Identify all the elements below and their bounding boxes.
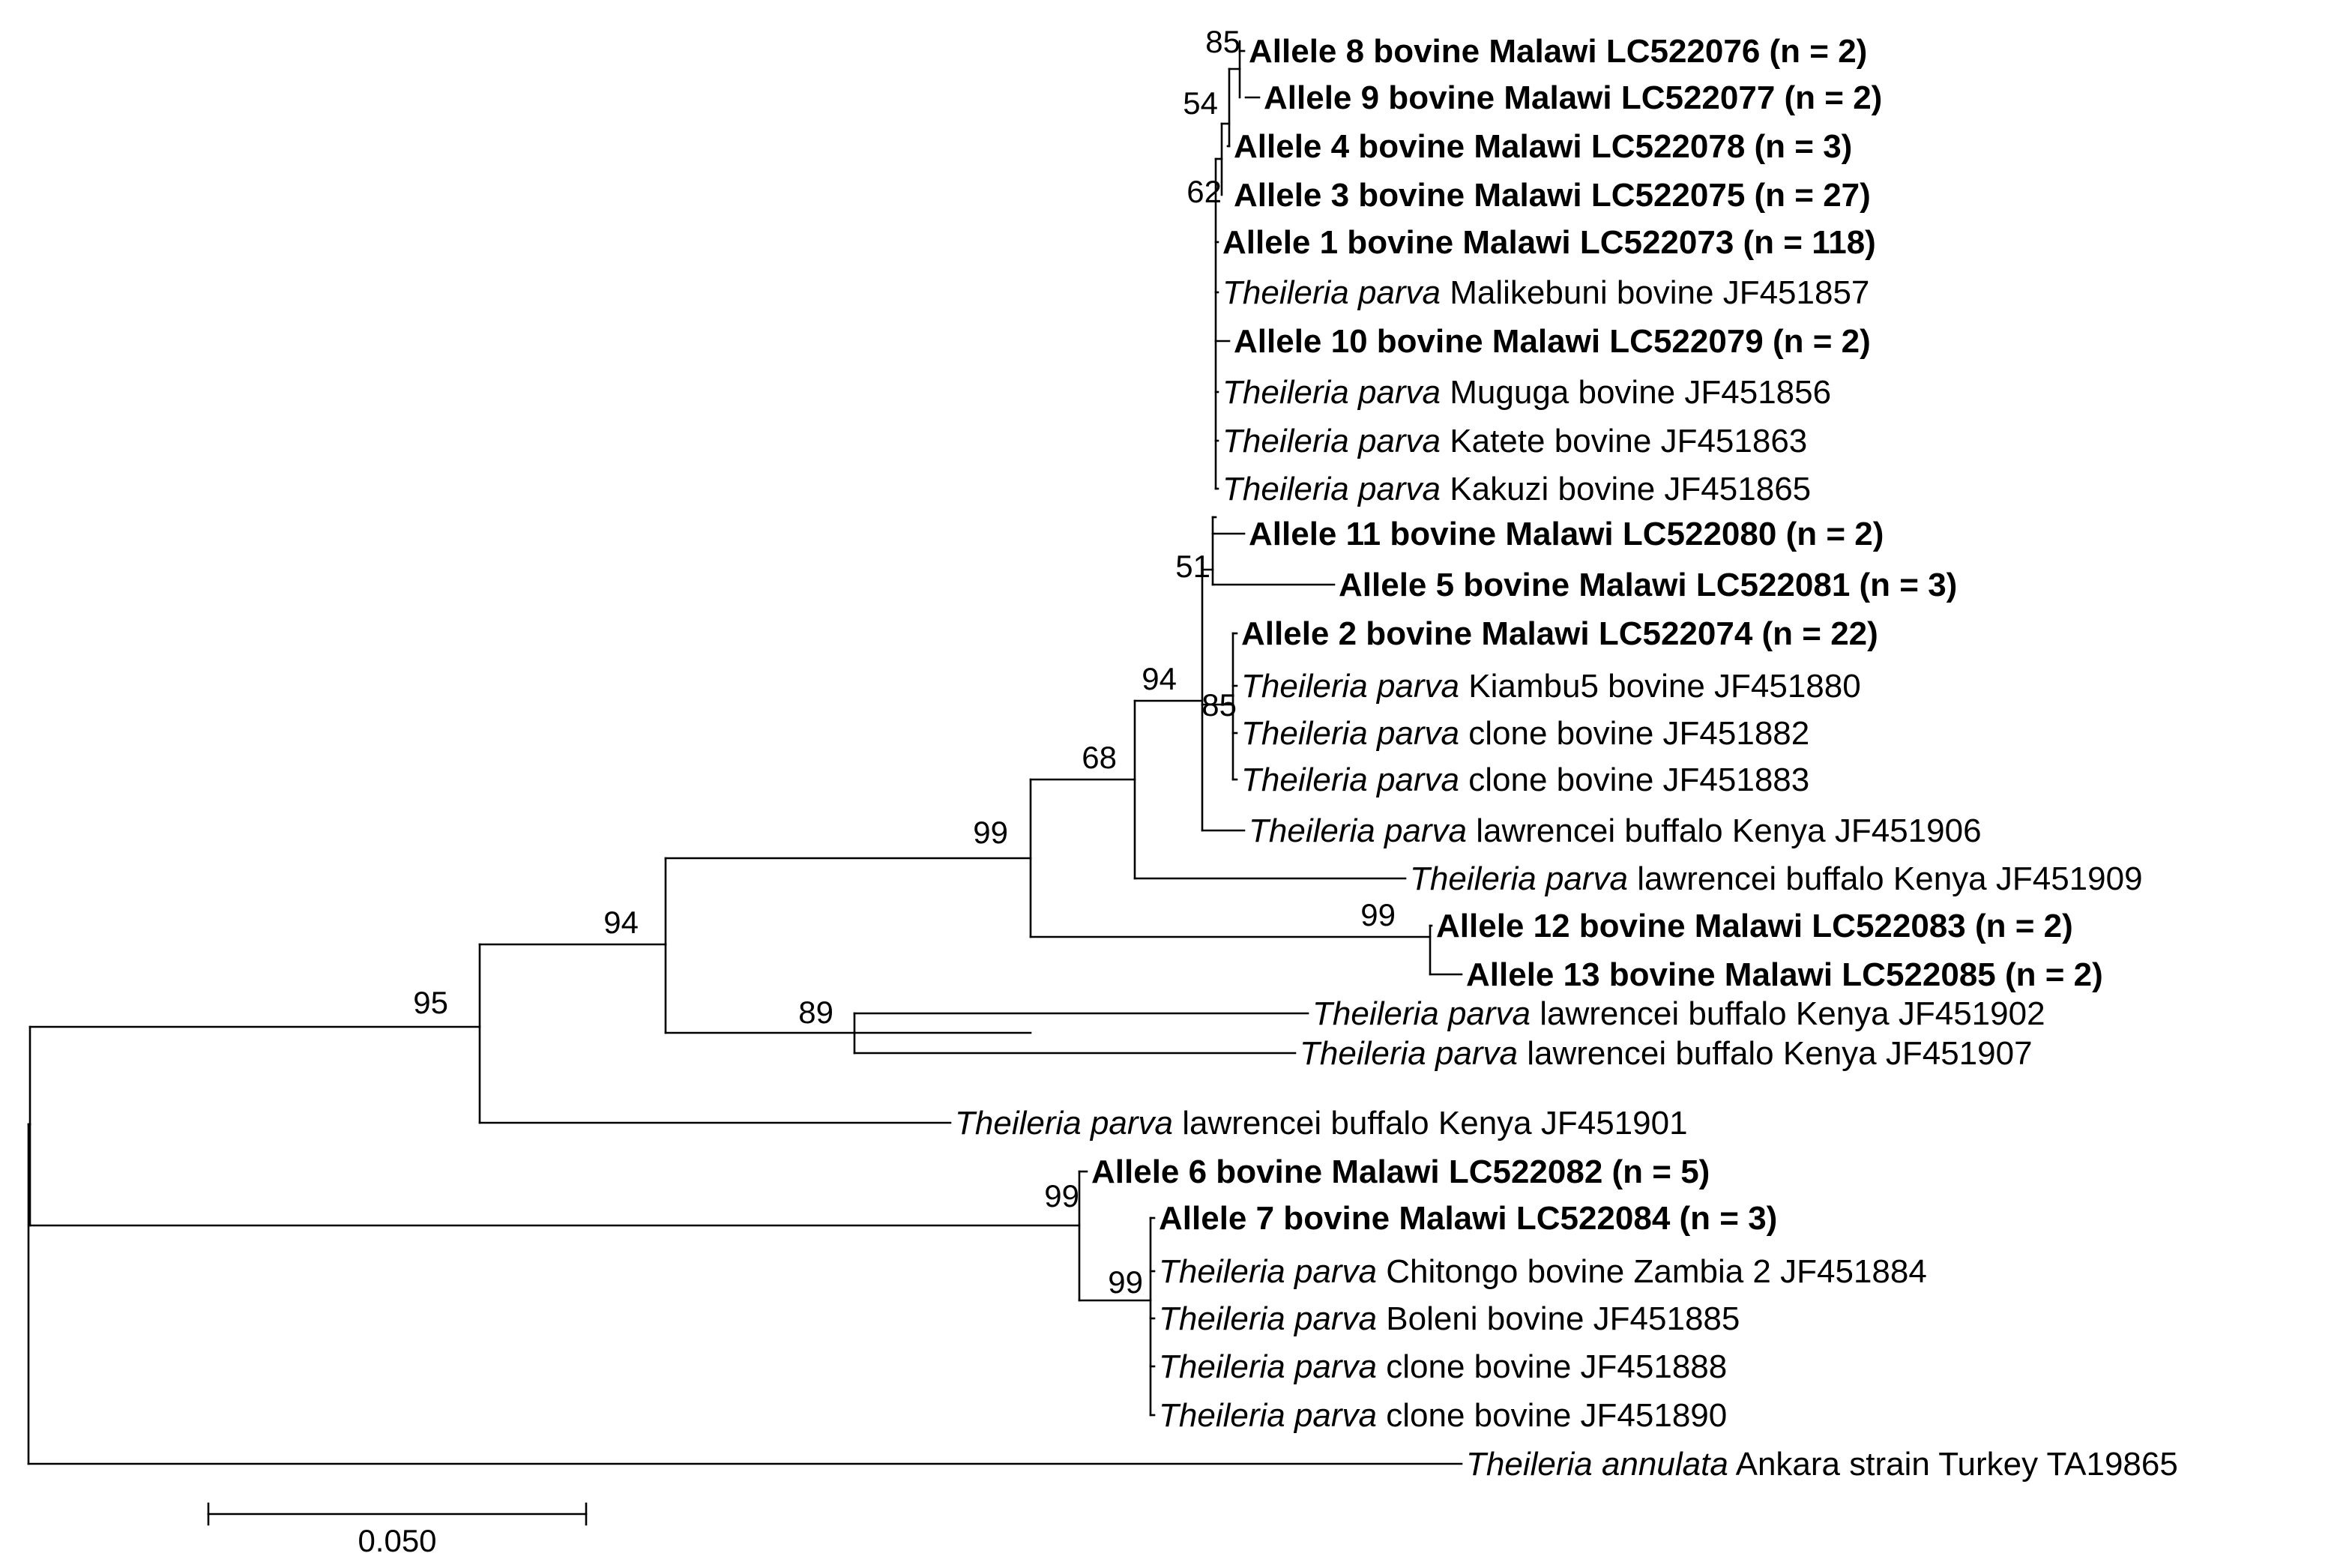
leaf-label-allele13: Allele 13 bovine Malawi LC522085 (n = 2) bbox=[1466, 956, 2103, 993]
leaf-species: Theileria parva bbox=[1241, 762, 1459, 798]
leaf-species: Theileria parva bbox=[1222, 274, 1441, 311]
leaf-species: Theileria parva bbox=[1312, 995, 1531, 1032]
bootstrap-n85b: 85 bbox=[1201, 687, 1237, 723]
leaf-strain: Katete bovine JF451863 bbox=[1441, 423, 1807, 459]
leaf-label-clone1888: Theileria parva clone bovine JF451888 bbox=[1159, 1348, 1727, 1385]
bootstrap-n85a: 85 bbox=[1205, 24, 1240, 59]
leaf-label-allele2: Allele 2 bovine Malawi LC522074 (n = 22) bbox=[1241, 615, 1878, 652]
bootstrap-n94a: 94 bbox=[1142, 661, 1177, 696]
leaf-label-kiambu5: Theileria parva Kiambu5 bovine JF451880 bbox=[1241, 668, 1861, 705]
leaf-strain: Malikebuni bovine JF451857 bbox=[1441, 274, 1869, 311]
leaf-strain: lawrencei buffalo Kenya JF451909 bbox=[1628, 860, 2143, 897]
bootstrap-n54: 54 bbox=[1183, 85, 1218, 121]
leaf-label-allele10: Allele 10 bovine Malawi LC522079 (n = 2) bbox=[1234, 323, 1871, 360]
scale-bar-label: 0.050 bbox=[358, 1523, 436, 1558]
leaf-label-law1909: Theileria parva lawrencei buffalo Kenya … bbox=[1410, 860, 2143, 897]
leaf-species: Theileria parva bbox=[1159, 1348, 1377, 1385]
leaf-label-malikebuni: Theileria parva Malikebuni bovine JF4518… bbox=[1222, 274, 1869, 311]
leaf-strain: Ankara strain Turkey TA19865 bbox=[1728, 1446, 2178, 1483]
leaf-label-clone1883: Theileria parva clone bovine JF451883 bbox=[1241, 762, 1809, 798]
bootstrap-n68: 68 bbox=[1082, 740, 1117, 775]
leaf-strain: clone bovine JF451882 bbox=[1459, 715, 1809, 752]
leaf-strain: lawrencei buffalo Kenya JF451906 bbox=[1467, 812, 1982, 849]
leaf-species: Theileria parva bbox=[1159, 1397, 1377, 1434]
leaf-species: Theileria parva bbox=[1300, 1035, 1518, 1072]
leaf-species: Theileria annulata bbox=[1466, 1446, 1728, 1483]
leaf-label-law1907: Theileria parva lawrencei buffalo Kenya … bbox=[1300, 1035, 2033, 1072]
leaf-strain: clone bovine JF451883 bbox=[1459, 762, 1809, 798]
leaf-strain: Muguga bovine JF451856 bbox=[1441, 374, 1831, 411]
leaf-strain: lawrencei buffalo Kenya JF451902 bbox=[1531, 995, 2045, 1032]
leaf-strain: Kakuzi bovine JF451865 bbox=[1441, 471, 1811, 507]
leaf-species: Theileria parva bbox=[1222, 374, 1441, 411]
leaf-species: Theileria parva bbox=[955, 1105, 1173, 1142]
tree-branches bbox=[27, 40, 1463, 1465]
leaf-species: Theileria parva bbox=[1249, 812, 1467, 849]
leaf-label-allele7: Allele 7 bovine Malawi LC522084 (n = 3) bbox=[1159, 1200, 1777, 1237]
leaf-label-clone1882: Theileria parva clone bovine JF451882 bbox=[1241, 715, 1809, 752]
leaf-label-kakuzi: Theileria parva Kakuzi bovine JF451865 bbox=[1222, 471, 1811, 507]
leaf-label-law1901: Theileria parva lawrencei buffalo Kenya … bbox=[955, 1105, 1688, 1142]
leaf-species: Theileria parva bbox=[1222, 471, 1441, 507]
leaf-label-katete: Theileria parva Katete bovine JF451863 bbox=[1222, 423, 1807, 459]
bootstrap-n89: 89 bbox=[798, 995, 833, 1030]
leaf-species: Theileria parva bbox=[1241, 668, 1459, 705]
leaf-label-chitongo: Theileria parva Chitongo bovine Zambia 2… bbox=[1159, 1253, 1927, 1290]
leaf-label-allele12: Allele 12 bovine Malawi LC522083 (n = 2) bbox=[1436, 908, 2073, 944]
leaf-label-allele4: Allele 4 bovine Malawi LC522078 (n = 3) bbox=[1234, 128, 1852, 165]
leaf-species: Theileria parva bbox=[1410, 860, 1628, 897]
leaf-label-allele11: Allele 11 bovine Malawi LC522080 (n = 2) bbox=[1249, 516, 1884, 552]
leaf-species: Theileria parva bbox=[1159, 1253, 1377, 1290]
leaf-label-law1906: Theileria parva lawrencei buffalo Kenya … bbox=[1249, 812, 1982, 849]
bootstrap-values: 85 54 62 51 94 85 68 99 99 94 89 95 99 99 bbox=[413, 24, 1396, 1300]
leaf-label-allele9: Allele 9 bovine Malawi LC522077 (n = 2) bbox=[1264, 79, 1882, 116]
scale-bar: 0.050 bbox=[207, 1502, 588, 1558]
leaf-label-annulata: Theileria annulata Ankara strain Turkey … bbox=[1466, 1446, 2178, 1483]
leaf-label-muguga: Theileria parva Muguga bovine JF451856 bbox=[1222, 374, 1831, 411]
leaf-strain: Chitongo bovine Zambia 2 JF451884 bbox=[1377, 1253, 1927, 1290]
bootstrap-n51: 51 bbox=[1175, 549, 1210, 584]
leaf-species: Theileria parva bbox=[1159, 1300, 1377, 1337]
leaf-label-allele8: Allele 8 bovine Malawi LC522076 (n = 2) bbox=[1249, 33, 1867, 70]
bootstrap-n99b: 99 bbox=[1360, 897, 1396, 932]
leaf-strain: clone bovine JF451890 bbox=[1377, 1397, 1727, 1434]
leaf-strain: lawrencei buffalo Kenya JF451907 bbox=[1518, 1035, 2033, 1072]
leaf-strain: Kiambu5 bovine JF451880 bbox=[1459, 668, 1861, 705]
bootstrap-n94b: 94 bbox=[603, 905, 639, 940]
leaf-label-allele5: Allele 5 bovine Malawi LC522081 (n = 3) bbox=[1339, 567, 1957, 603]
bootstrap-n95: 95 bbox=[413, 985, 448, 1020]
leaf-label-clone1890: Theileria parva clone bovine JF451890 bbox=[1159, 1397, 1727, 1434]
bootstrap-n62: 62 bbox=[1186, 174, 1222, 209]
leaf-species: Theileria parva bbox=[1241, 715, 1459, 752]
leaf-strain: clone bovine JF451888 bbox=[1377, 1348, 1727, 1385]
leaf-label-law1902: Theileria parva lawrencei buffalo Kenya … bbox=[1312, 995, 2045, 1032]
leaf-label-allele6: Allele 6 bovine Malawi LC522082 (n = 5) bbox=[1091, 1154, 1710, 1190]
bootstrap-n99a: 99 bbox=[973, 815, 1008, 850]
bootstrap-n99d: 99 bbox=[1108, 1264, 1143, 1300]
leaf-label-boleni: Theileria parva Boleni bovine JF451885 bbox=[1159, 1300, 1740, 1337]
leaf-label-allele1: Allele 1 bovine Malawi LC522073 (n = 118… bbox=[1222, 224, 1876, 261]
leaf-label-allele3: Allele 3 bovine Malawi LC522075 (n = 27) bbox=[1234, 177, 1871, 214]
leaf-strain: Boleni bovine JF451885 bbox=[1377, 1300, 1740, 1337]
leaf-species: Theileria parva bbox=[1222, 423, 1441, 459]
leaf-labels: Allele 8 bovine Malawi LC522076 (n = 2) A… bbox=[955, 33, 2178, 1483]
bootstrap-n99c: 99 bbox=[1044, 1178, 1079, 1213]
leaf-strain: lawrencei buffalo Kenya JF451901 bbox=[1173, 1105, 1688, 1142]
